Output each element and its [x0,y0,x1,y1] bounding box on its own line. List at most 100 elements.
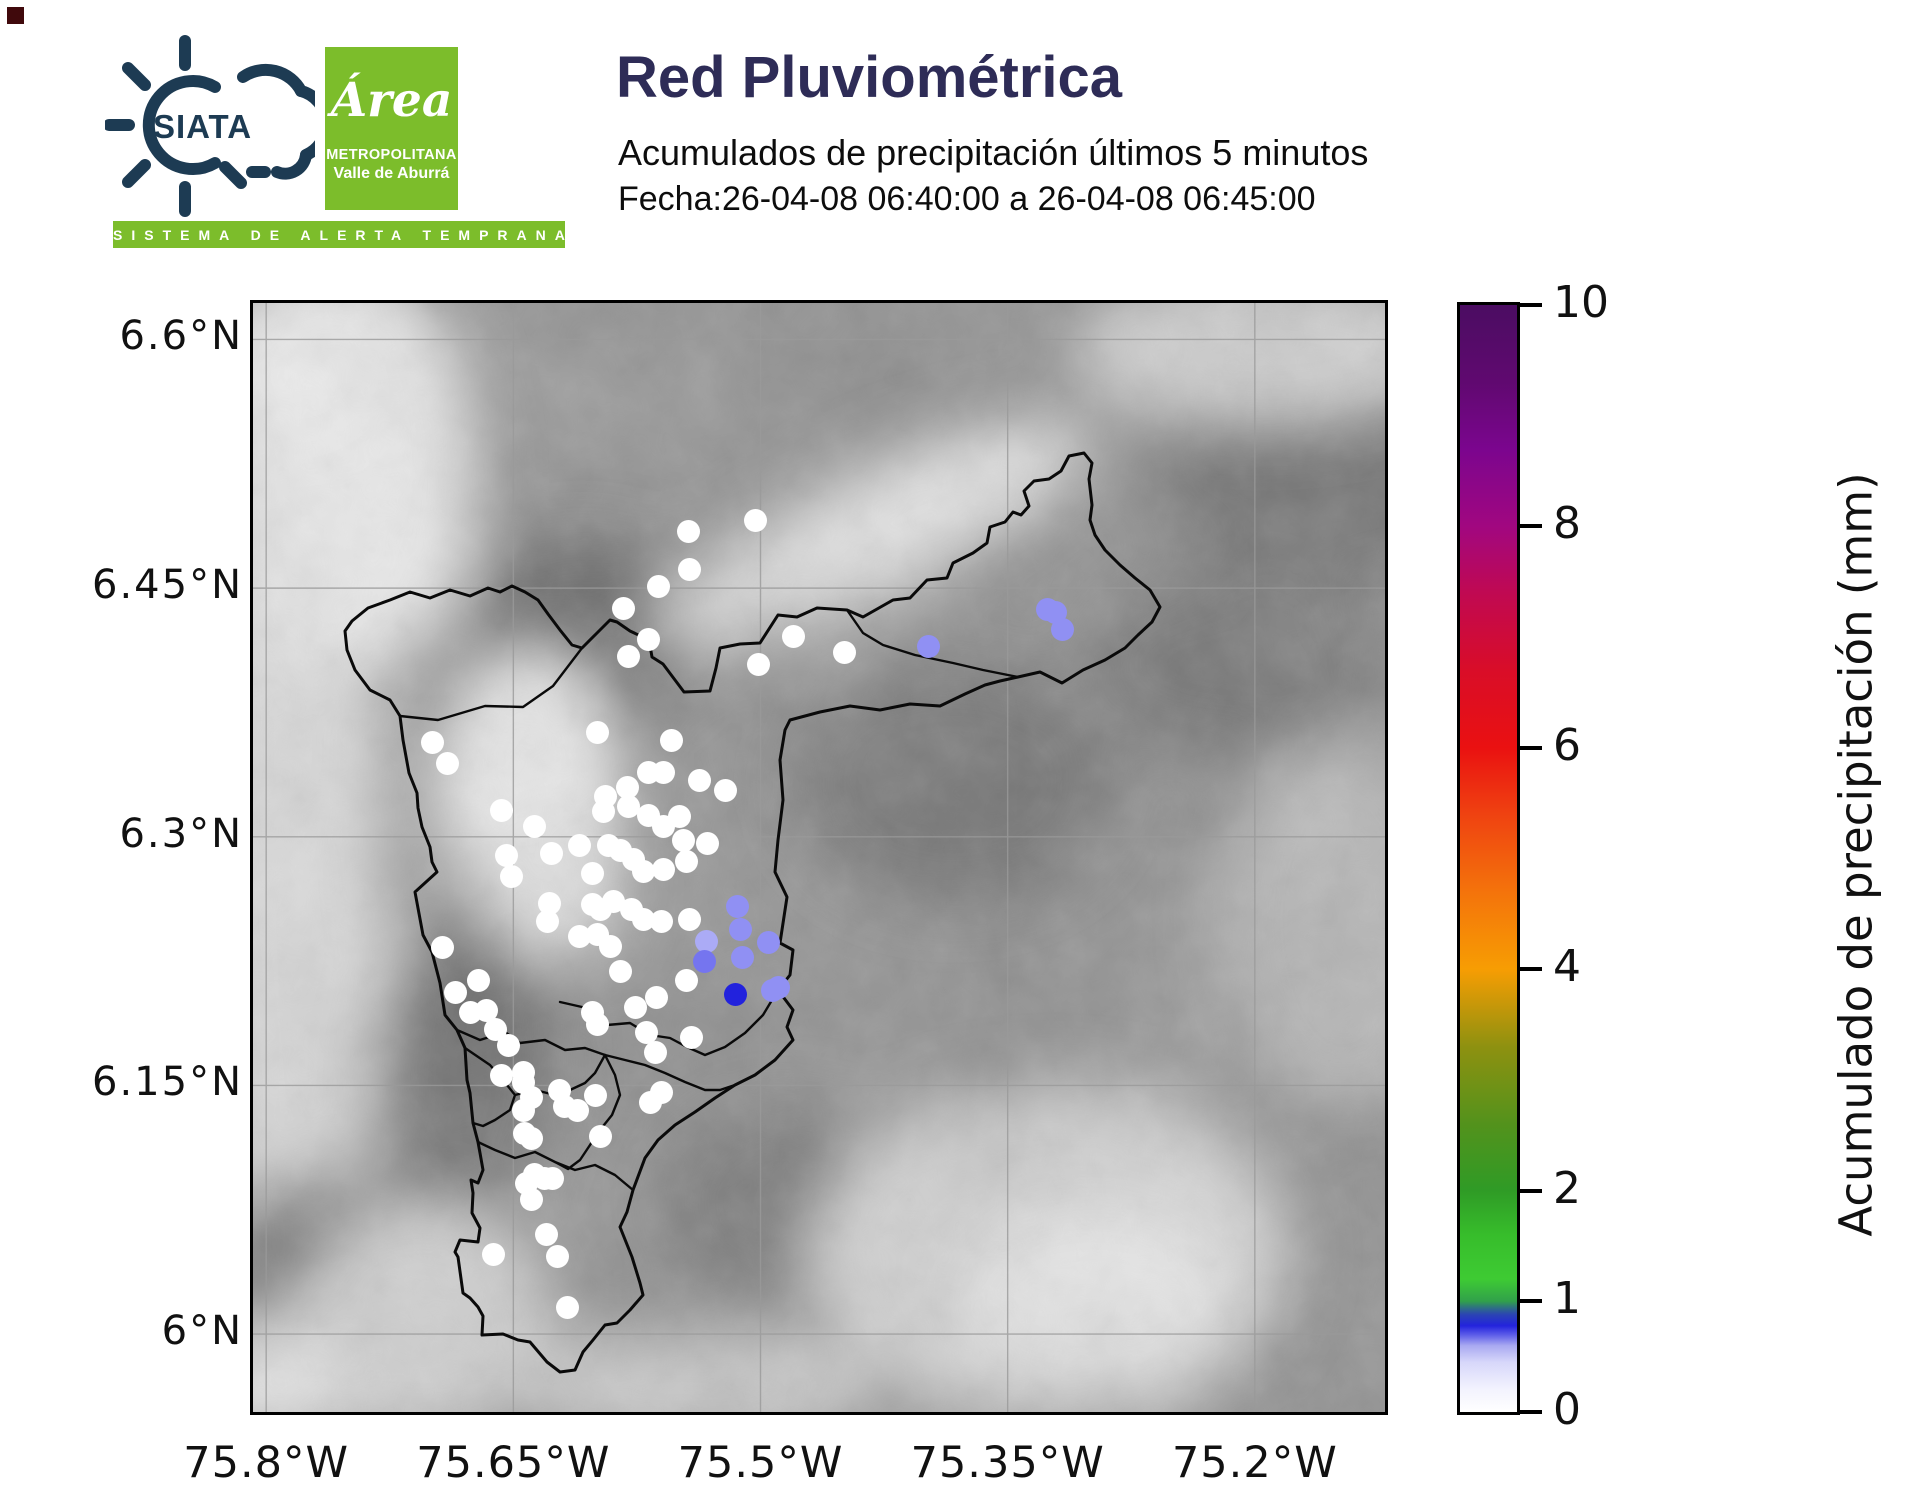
station-dot [645,986,669,1010]
station-dot [538,891,562,915]
station-dot [724,982,748,1006]
colorbar-tick-label: 8 [1553,498,1581,550]
station-dot [490,1063,514,1087]
colorbar-tick-mark [1520,745,1542,750]
station-dot [608,959,632,983]
station-dot [744,508,768,532]
station-dot [643,1040,667,1064]
area-logo-line1: METROPOLITANA [326,147,457,163]
colorbar [1457,302,1520,1415]
cloud-icon [295,85,315,161]
siata-tagline-bar: SISTEMA DE ALERTA TEMPRANA [113,221,565,248]
lon-tick-label: 75.65°W [416,1438,611,1488]
lon-tick-label: 75.35°W [910,1438,1105,1488]
station-dot [444,981,468,1005]
station-dot [651,858,675,882]
colorbar-tick-label: 2 [1553,1162,1581,1214]
station-dot [602,889,626,913]
station-dot [632,860,655,884]
colorbar-tick-label: 10 [1553,277,1609,328]
station-dot [430,936,454,960]
station-dot [917,634,941,658]
station-dot [674,969,698,993]
station-dot [519,1126,543,1150]
lat-tick-label: 6.15°N [92,1059,243,1106]
station-dot [679,1025,703,1049]
station-dot [833,641,857,665]
station-dot [482,1243,506,1267]
station-dot [495,843,519,867]
station-dot [584,1083,608,1107]
sun-ray-icon [122,62,151,91]
station-dot [747,652,771,676]
siata-logo-text: SIATA [153,108,252,145]
station-dot [541,1166,565,1190]
terrain-texture-fine [253,303,1385,1412]
station-dot [676,520,700,544]
colorbar-tick-mark [1520,1299,1542,1304]
colorbar-tick-label: 0 [1553,1384,1581,1435]
cloud-icon [271,149,312,180]
area-logo-script: Área [330,73,453,128]
station-dot [536,909,560,933]
colorbar-tick-mark [1520,1410,1542,1414]
station-dot [636,628,660,651]
cloud-icon [237,63,307,97]
station-dot [668,805,692,829]
station-dot [556,1296,580,1320]
station-dot [1050,618,1074,642]
station-dot [678,558,702,582]
station-dot [729,918,753,942]
station-dot [678,908,702,932]
station-dot [467,969,491,993]
station-dot [546,1244,570,1268]
station-dot [566,1098,590,1122]
area-logo-line2: Valle de Aburrá [333,165,450,182]
page-subtitle: Acumulados de precipitación últimos 5 mi… [618,132,1369,173]
station-dot [757,931,781,955]
station-dot [767,976,791,1000]
station-dot [671,828,695,852]
station-dot [589,1125,613,1149]
station-dot [781,624,805,648]
colorbar-tick-label: 1 [1553,1273,1581,1325]
colorbar-tick-label: 6 [1553,719,1581,771]
station-dot [511,1098,535,1122]
station-dot [500,865,524,889]
station-dot [599,934,623,958]
station-dot [730,946,754,970]
station-dot [612,596,636,620]
station-dot [651,760,675,784]
page-title: Red Pluviométrica [616,45,1123,110]
station-dot [688,768,712,792]
station-dot [534,1223,558,1247]
station-dot [660,729,684,753]
siata-sun-arc [142,75,221,175]
station-dot [523,815,547,839]
station-dot [650,909,674,933]
municipality-divider [476,1140,635,1192]
station-dot [714,778,738,802]
station-dot [567,924,591,948]
colorbar-tick-mark [1520,524,1542,529]
station-dot [580,861,604,885]
colorbar-axis-label: Acumulado de precipitación (mm) [1829,472,1883,1237]
station-dot [585,720,609,744]
station-dot [725,894,749,918]
municipality-divider [845,608,1020,679]
siata-logo: SIATA [105,35,315,217]
station-dot [592,800,616,824]
station-dot [617,795,641,819]
map-plot-area [250,300,1388,1415]
station-dot [617,644,641,668]
station-dot [483,1017,507,1041]
lat-tick-label: 6.6°N [119,313,243,360]
lat-tick-label: 6°N [161,1308,243,1355]
date-range-label: Fecha:26-04-08 06:40:00 a 26-04-08 06:45… [618,180,1316,218]
station-dot [490,798,514,822]
colorbar-tick-mark [1520,1188,1542,1193]
colorbar-tick-label: 4 [1553,941,1581,993]
lon-tick-label: 75.8°W [183,1438,350,1488]
colorbar-tick-mark [1520,303,1542,307]
